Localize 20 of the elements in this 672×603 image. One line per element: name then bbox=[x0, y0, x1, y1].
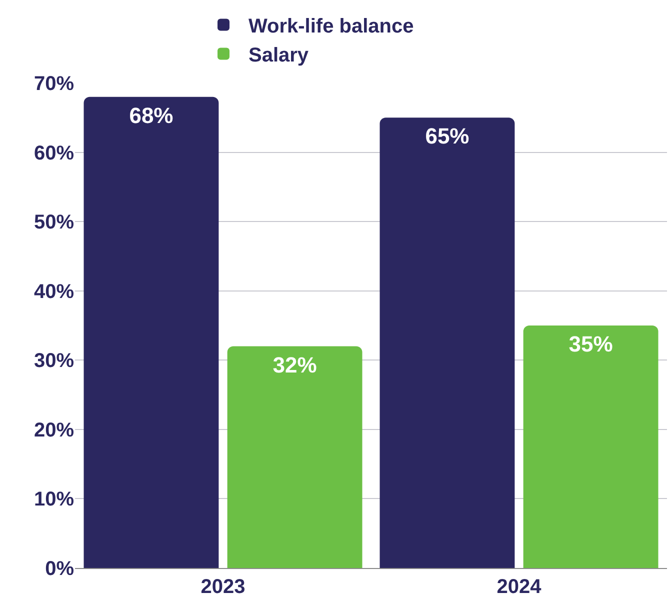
bar bbox=[523, 326, 658, 568]
y-tick-label: 70% bbox=[34, 73, 74, 95]
x-tick-label: 2023 bbox=[200, 576, 246, 598]
data-label: 32% bbox=[272, 352, 317, 378]
legend-label: Work-life balance bbox=[248, 16, 414, 38]
y-tick-label: 10% bbox=[34, 488, 74, 511]
bar bbox=[84, 96, 219, 568]
y-tick-label: 60% bbox=[34, 142, 74, 164]
y-tick-label: 30% bbox=[34, 350, 74, 372]
y-tick-label: 20% bbox=[34, 419, 74, 442]
data-label: 68% bbox=[129, 102, 174, 128]
y-tick-label: 40% bbox=[34, 280, 74, 303]
data-label: 35% bbox=[568, 332, 613, 356]
bar bbox=[380, 118, 515, 568]
bar bbox=[227, 346, 362, 568]
legend-label: Salary bbox=[248, 44, 310, 67]
x-tick-label: 2024 bbox=[496, 576, 542, 598]
y-tick-label: 0% bbox=[45, 558, 74, 580]
y-tick-label: 50% bbox=[34, 212, 74, 234]
data-label: 65% bbox=[425, 124, 470, 149]
